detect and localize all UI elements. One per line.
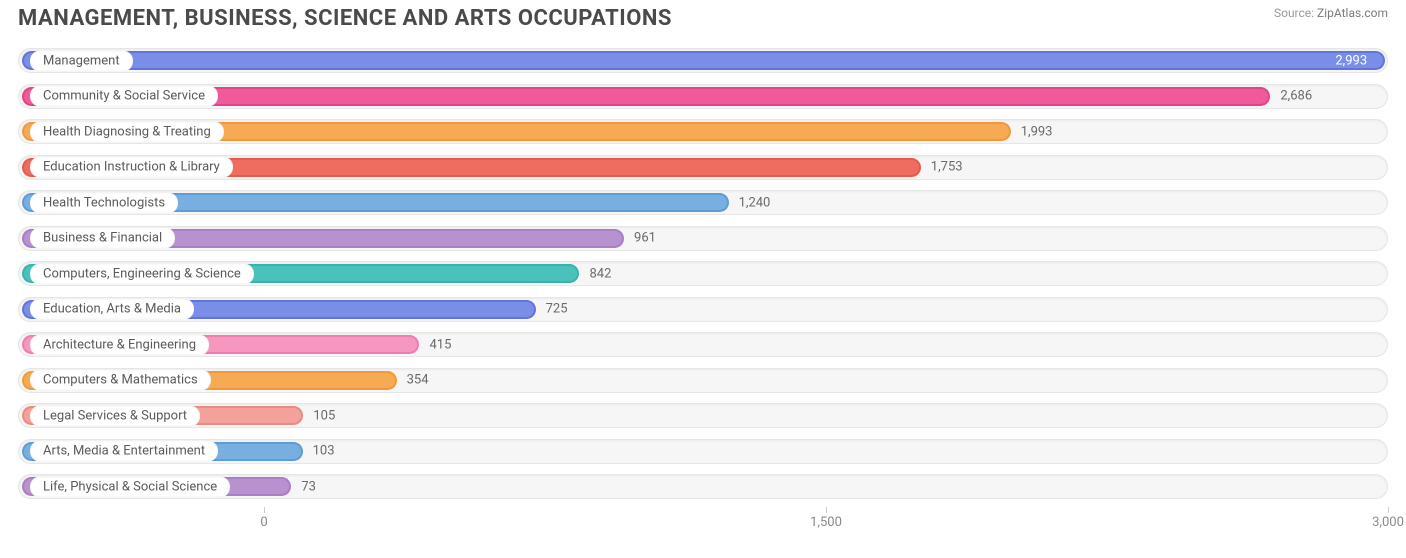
value-label: 725 (546, 302, 568, 317)
value-label: 2,993 (1335, 53, 1367, 68)
category-pill: Legal Services & Support (30, 405, 200, 426)
bar-outline (22, 51, 1385, 70)
value-label: 103 (313, 444, 335, 459)
axis-tick (1388, 507, 1389, 513)
bar-row: Architecture & Engineering 415 (18, 329, 1388, 360)
category-pill: Arts, Media & Entertainment (30, 441, 218, 462)
bar-row: Arts, Media & Entertainment 103 (18, 436, 1388, 467)
value-label: 961 (634, 231, 656, 246)
value-label: 73 (301, 479, 316, 494)
bar-row: Life, Physical & Social Science 73 (18, 471, 1388, 502)
value-label: 415 (429, 337, 451, 352)
bars-container: Management 2,993 Community & Social Servic… (18, 45, 1388, 502)
value-label: 105 (313, 408, 335, 423)
axis-tick (264, 507, 265, 513)
category-pill: Business & Financial (30, 228, 175, 249)
bar-row: Health Diagnosing & Treating 1,993 (18, 116, 1388, 147)
source-name: ZipAtlas.com (1317, 6, 1388, 20)
axis-label: 1,500 (810, 515, 842, 530)
value-label: 1,993 (1021, 124, 1053, 139)
bar-row: Community & Social Service 2,686 (18, 81, 1388, 112)
bar-row: Education, Arts & Media 725 (18, 294, 1388, 325)
category-pill: Management (30, 50, 133, 71)
x-axis: 01,5003,000 (18, 507, 1388, 537)
bar-row: Business & Financial 961 (18, 223, 1388, 254)
category-pill: Life, Physical & Social Science (30, 476, 230, 497)
category-pill: Computers & Mathematics (30, 370, 211, 391)
bar-fill (24, 53, 1383, 68)
category-pill: Health Diagnosing & Treating (30, 121, 224, 142)
bar-row: Health Technologists 1,240 (18, 187, 1388, 218)
category-pill: Education, Arts & Media (30, 299, 194, 320)
axis-label: 3,000 (1372, 515, 1404, 530)
value-label: 1,753 (931, 160, 963, 175)
axis-tick (826, 507, 827, 513)
category-pill: Education Instruction & Library (30, 157, 233, 178)
chart-source: Source: ZipAtlas.com (1274, 6, 1388, 20)
bar-row: Computers, Engineering & Science 842 (18, 258, 1388, 289)
bar-row: Management 2,993 (18, 45, 1388, 76)
chart-header: MANAGEMENT, BUSINESS, SCIENCE AND ARTS O… (0, 0, 1406, 41)
bar-row: Legal Services & Support 105 (18, 400, 1388, 431)
value-label: 2,686 (1280, 89, 1312, 104)
category-pill: Architecture & Engineering (30, 334, 209, 355)
axis-label: 0 (260, 515, 267, 530)
category-pill: Community & Social Service (30, 86, 218, 107)
category-pill: Health Technologists (30, 192, 178, 213)
bar-row: Computers & Mathematics 354 (18, 365, 1388, 396)
source-label: Source: (1274, 6, 1314, 20)
bar-row: Education Instruction & Library 1,753 (18, 152, 1388, 183)
value-label: 1,240 (739, 195, 771, 210)
chart-title: MANAGEMENT, BUSINESS, SCIENCE AND ARTS O… (18, 6, 672, 31)
category-pill: Computers, Engineering & Science (30, 263, 254, 284)
value-label: 354 (407, 373, 429, 388)
chart-area: Management 2,993 Community & Social Servic… (0, 41, 1406, 537)
value-label: 842 (589, 266, 611, 281)
